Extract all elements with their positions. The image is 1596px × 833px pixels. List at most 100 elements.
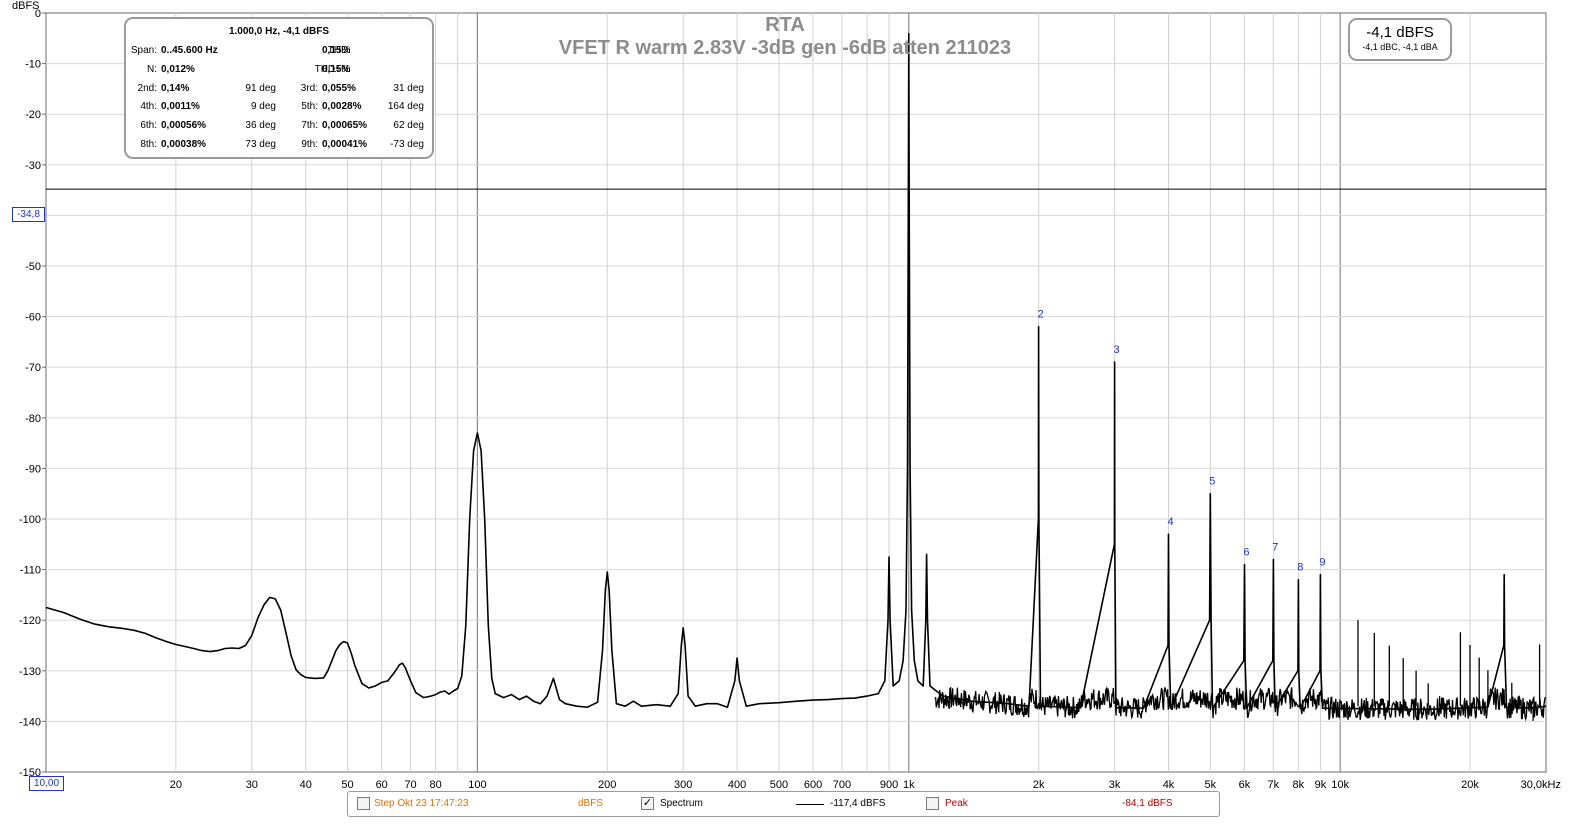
harmonic-marker-6: 6: [1243, 547, 1249, 559]
harmonic-6-value: 0,00056%: [161, 120, 207, 131]
harmonic-marker-4: 4: [1167, 516, 1173, 528]
x-tick-label: 900: [880, 779, 898, 791]
harmonic-markers: 2 3 4 5 6 7 8 9: [1038, 309, 1326, 574]
y-axis-ticks: 0-10-20-30-40-50-60-70-80-90-100-110-120…: [19, 8, 46, 779]
spectrum-checkbox[interactable]: ✓: [641, 797, 654, 810]
x-tick-label: 60: [376, 779, 388, 791]
legend-bar: Step Okt 23 17:47:23 dBFS ✓ Spectrum -11…: [347, 791, 1220, 817]
peak-trace-label[interactable]: Peak: [945, 798, 968, 809]
harmonic-9-value: 0,00041%: [322, 139, 368, 150]
harmonic-8-phase: 73 deg: [245, 139, 276, 150]
harmonic-2-phase: 91 deg: [245, 83, 276, 94]
cursor-x-readout[interactable]: 10,00: [29, 776, 64, 791]
spectrum-trace-label[interactable]: Spectrum: [660, 798, 703, 809]
step-trace-label[interactable]: Step Okt 23 17:47:23: [374, 798, 469, 809]
y-tick-label: -60: [25, 312, 41, 324]
harmonic-marker-3: 3: [1114, 344, 1120, 356]
y-tick-label: -10: [25, 59, 41, 71]
harmonic-3-phase: 31 deg: [393, 83, 424, 94]
harmonic-6-phase: 36 deg: [245, 120, 276, 131]
stats-header: 1.000,0 Hz, -4,1 dBFS: [228, 26, 330, 37]
harmonic-2-value: 0,14%: [161, 83, 190, 94]
span-label: Span:: [130, 45, 157, 56]
x-tick-label: 10k: [1331, 779, 1349, 791]
x-tick-label: 300: [674, 779, 692, 791]
x-tick-label: 400: [728, 779, 746, 791]
spectrum-trace: [45, 32, 1547, 711]
x-tick-label: 200: [598, 779, 616, 791]
harmonic-6-label: 6th:: [140, 120, 157, 131]
chart-subtitle: VFET R warm 2.83V -3dB gen -6dB atten 21…: [558, 37, 1012, 59]
harmonic-marker-2: 2: [1038, 309, 1044, 321]
x-tick-label: 1k: [903, 779, 915, 791]
spectrum-trace-value: -117,4 dBFS: [830, 798, 886, 809]
y-tick-label: -30: [25, 160, 41, 172]
thd-label: THD:: [327, 45, 351, 56]
harmonic-3-value: 0,055%: [322, 83, 356, 94]
x-tick-label: 20: [170, 779, 182, 791]
y-tick-label: -110: [20, 565, 41, 577]
harmonic-5-value: 0,0028%: [322, 101, 362, 112]
y-tick-label: -130: [19, 666, 41, 678]
x-tick-label: 700: [833, 779, 851, 791]
harmonic-9-phase: -73 deg: [390, 139, 424, 150]
step-checkbox[interactable]: [357, 797, 370, 810]
step-trace-unit: dBFS: [578, 798, 604, 809]
x-tick-label: 4k: [1163, 779, 1175, 791]
y-tick-label: -50: [25, 261, 41, 273]
peak-trace-value: -84,1 dBFS: [1122, 798, 1173, 809]
x-tick-label: 500: [770, 779, 788, 791]
x-tick-label: 30: [246, 779, 258, 791]
y-tick-label: -100: [19, 514, 41, 526]
harmonic-3-label: 3rd:: [300, 83, 318, 94]
x-tick-label: 8k: [1293, 779, 1305, 791]
y-tick-label: -140: [19, 716, 41, 728]
x-tick-label: 5k: [1204, 779, 1216, 791]
thdn-value: 0,15%: [322, 64, 351, 75]
y-tick-label: -20: [25, 109, 41, 121]
x-tick-label: 2k: [1033, 779, 1045, 791]
thdn-label: THD+N:: [314, 64, 351, 75]
cursor-y-readout[interactable]: -34,8: [12, 207, 45, 222]
x-tick-label: 50: [341, 779, 353, 791]
noise-label: N:: [147, 64, 157, 75]
peak-checkbox[interactable]: [926, 797, 939, 810]
y-tick-label: -120: [19, 615, 41, 627]
span-value: 0..45.600 Hz: [161, 45, 218, 56]
level-meter-box[interactable]: -4,1 dBFS -4,1 dBC, -4,1 dBA: [1348, 18, 1452, 61]
level-main-readout: -4,1 dBFS: [1366, 24, 1434, 41]
harmonic-2-label: 2nd:: [137, 83, 157, 94]
spectrum-line-swatch: [796, 804, 824, 805]
harmonic-7-phase: 62 deg: [393, 120, 424, 131]
harmonic-8-label: 8th:: [140, 139, 157, 150]
harmonic-marker-8: 8: [1297, 562, 1303, 574]
x-tick-label: 40: [300, 779, 312, 791]
harmonic-7-label: 7th:: [301, 120, 318, 131]
thd-value: 0,15%: [322, 45, 351, 56]
chart-title: RTA: [765, 14, 805, 36]
distortion-stats-panel[interactable]: 1.000,0 Hz, -4,1 dBFS Span: 0..45.600 Hz…: [124, 17, 434, 159]
x-tick-label: 600: [804, 779, 822, 791]
x-tick-label: 30,0kHz: [1521, 779, 1561, 791]
harmonic-5-phase: 164 deg: [387, 101, 424, 112]
level-weighted-readout: -4,1 dBC, -4,1 dBA: [1362, 42, 1438, 52]
noise-value: 0,012%: [161, 64, 195, 75]
harmonic-marker-9: 9: [1319, 557, 1325, 569]
y-tick-label: 0: [35, 8, 41, 20]
harmonic-8-value: 0,00038%: [161, 139, 207, 150]
harmonic-marker-5: 5: [1209, 476, 1215, 488]
harmonic-marker-7: 7: [1272, 541, 1278, 553]
x-tick-label: 6k: [1239, 779, 1251, 791]
harmonic-4-phase: 9 deg: [250, 101, 276, 112]
x-tick-label: 7k: [1268, 779, 1280, 791]
y-tick-label: -80: [25, 413, 41, 425]
x-axis-ticks: 20 30 40 50 60 70 80 100 200 300 400 500 600 700 900 1k…: [170, 779, 1561, 791]
harmonic-4-label: 4th:: [140, 101, 157, 112]
y-tick-label: -90: [25, 463, 41, 475]
x-tick-label: 70: [404, 779, 416, 791]
x-tick-label: 9k: [1315, 779, 1327, 791]
y-unit-label: dBFS: [12, 0, 40, 12]
x-tick-label: 20k: [1461, 779, 1479, 791]
noise-floor-trace: [934, 620, 1547, 722]
x-tick-label: 3k: [1109, 779, 1121, 791]
